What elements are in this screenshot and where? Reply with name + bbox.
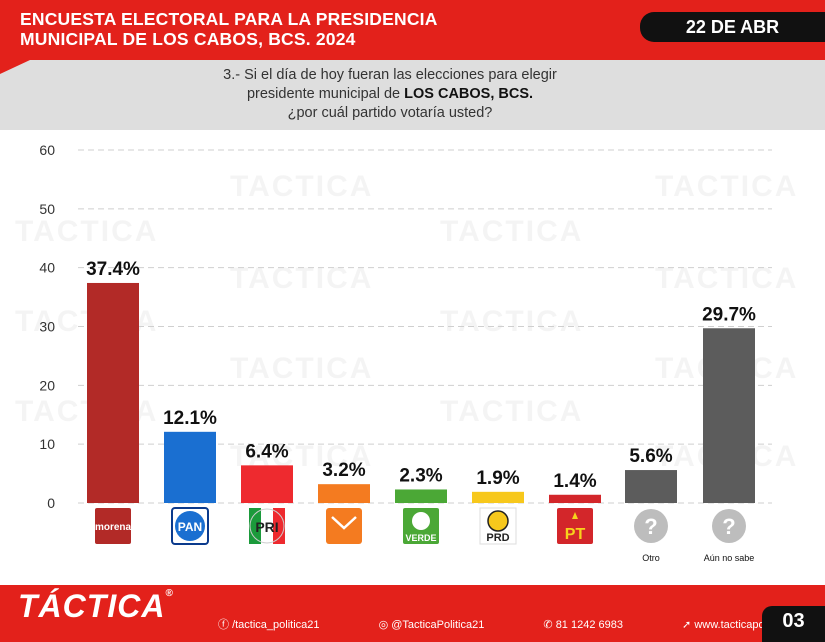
watermark: TACTICA (440, 395, 583, 429)
morena-logo-text: morena (95, 522, 132, 533)
mc-logo-eagle (331, 516, 357, 530)
watermark: TACTICA (15, 215, 158, 249)
bar-pt (549, 494, 601, 503)
facebook-handle-text: /tactica_politica21 (232, 619, 320, 631)
bar-chart: 0 10 20 30 40 50 60 37.4% 12.1% 6.4% 3.2% 2.3% 1.9% 1… (39, 142, 772, 563)
data-label: 6.4% (245, 441, 288, 462)
tactica-logo: TÁCTICA® (18, 588, 174, 625)
question-line-1: 3.- Si el día de hoy fueran las eleccion… (223, 67, 557, 83)
y-tick-label: 10 (39, 436, 55, 452)
page-number: 03 (762, 606, 825, 642)
pt-logo-star (572, 512, 578, 519)
y-tick-label: 20 (39, 377, 55, 393)
instagram-handle-text: @TacticaPolitica21 (391, 619, 485, 631)
question-location: LOS CABOS, BCS. (404, 86, 534, 102)
question-panel-corner (0, 60, 30, 74)
category-label: Aún no sabe (704, 553, 755, 563)
data-label: 3.2% (322, 460, 365, 481)
date-badge: 22 DE ABR (640, 12, 825, 42)
mc-logo (326, 508, 362, 544)
header-bar: ENCUESTA ELECTORAL PARA LA PRESIDENCIA M… (0, 0, 825, 60)
footer-bar (0, 585, 825, 642)
watermark: TACTICA (230, 170, 373, 204)
bar-prd (472, 491, 524, 503)
data-label: 29.7% (702, 304, 756, 325)
registered-mark: ® (165, 588, 174, 599)
question-icon-glyph: ? (722, 514, 735, 539)
verde-logo-text: VERDE (405, 533, 436, 543)
category-label: Otro (642, 553, 660, 563)
phone-number[interactable]: ✆ 81 1242 6983 (543, 619, 623, 631)
data-label: 12.1% (163, 408, 217, 429)
watermark: TACTICA (440, 305, 583, 339)
pri-logo-ring (249, 508, 285, 544)
y-tick-label: 30 (39, 319, 55, 335)
watermark: TACTICA (230, 352, 373, 386)
pri-logo-text: PRI (255, 519, 278, 535)
pan-logo-circle (175, 511, 205, 541)
bar-morena (87, 282, 139, 503)
prd-logo-text: PRD (486, 532, 509, 544)
phone-number-text: 81 1242 6983 (555, 619, 623, 631)
y-tick-label: 50 (39, 201, 55, 217)
pri-logo-white (261, 508, 273, 544)
bar-verde (395, 489, 447, 503)
bar-mc (318, 484, 370, 503)
y-tick-label: 60 (39, 142, 55, 158)
y-tick-label: 0 (47, 495, 55, 511)
question-icon-glyph: ? (644, 514, 657, 539)
data-label: 1.9% (476, 468, 519, 489)
pt-logo-text: PT (565, 526, 586, 543)
footer-contacts: ⓕ /tactica_politica21 ◎ @TacticaPolitica… (218, 616, 825, 632)
tactica-logo-text: TÁCTICA (18, 588, 166, 624)
bar-otro (625, 470, 677, 503)
watermark: TACTICA (655, 170, 798, 204)
verde-logo-toucan (412, 512, 430, 530)
data-label: 37.4% (86, 259, 140, 280)
instagram-handle[interactable]: ◎ @TacticaPolitica21 (378, 619, 485, 631)
question-icon (712, 509, 746, 543)
question-line-3: ¿por cuál partido votaría usted? (287, 105, 493, 121)
bar-aún-no-sabe (703, 328, 755, 503)
data-label: 1.4% (553, 471, 596, 492)
prd-logo-sun (487, 510, 509, 532)
bar-pri (241, 465, 293, 503)
question-line-2-prefix: presidente municipal de (246, 86, 405, 102)
question-line-2: presidente municipal de LOS CABOS, BCS. (120, 85, 660, 104)
facebook-handle[interactable]: ⓕ /tactica_politica21 (218, 619, 320, 631)
data-label: 2.3% (399, 465, 442, 486)
pt-logo (557, 508, 593, 544)
pan-logo-text: PAN (178, 520, 202, 534)
question-panel (0, 60, 825, 130)
survey-title: ENCUESTA ELECTORAL PARA LA PRESIDENCIA M… (20, 9, 438, 49)
morena-logo (95, 508, 131, 544)
question-text: 3.- Si el día de hoy fueran las eleccion… (120, 66, 660, 123)
question-icon (634, 509, 668, 543)
data-label: 5.6% (629, 446, 672, 467)
watermark: TACTICA (440, 215, 583, 249)
y-tick-label: 40 (39, 260, 55, 276)
bar-pan (164, 431, 216, 503)
